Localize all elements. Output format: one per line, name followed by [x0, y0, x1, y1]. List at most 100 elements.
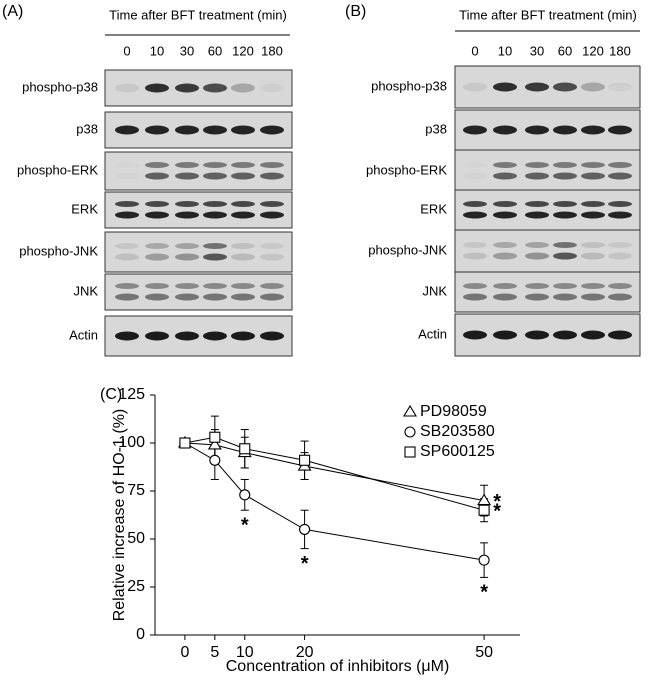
band	[231, 283, 255, 289]
row-label: Actin	[69, 327, 98, 342]
band	[463, 173, 487, 180]
band	[553, 82, 577, 92]
row-label: phospho-p38	[22, 79, 98, 94]
band	[145, 211, 169, 219]
band	[115, 331, 139, 341]
band	[175, 125, 199, 135]
band	[525, 201, 549, 207]
band	[463, 82, 487, 92]
band	[608, 283, 632, 289]
y-axis-label: Relative increase of HO-1 (%)	[111, 409, 128, 622]
significance-mark: *	[493, 500, 501, 522]
band	[203, 83, 227, 93]
band	[608, 211, 632, 219]
band	[525, 252, 549, 260]
band	[260, 201, 284, 207]
row-label: p38	[76, 121, 98, 136]
row-label: phospho-p38	[371, 78, 447, 93]
band	[145, 201, 169, 207]
band	[175, 162, 199, 168]
lane-label: 120	[232, 43, 254, 58]
band	[145, 125, 169, 135]
band	[203, 211, 227, 219]
legend-label: PD98059	[420, 403, 487, 420]
row-label: phospho-ERK	[366, 162, 447, 177]
band	[115, 243, 139, 249]
band	[463, 330, 487, 340]
band	[115, 125, 139, 135]
band	[115, 162, 139, 168]
marker	[478, 554, 490, 566]
band	[231, 125, 255, 135]
band	[260, 83, 284, 93]
band	[463, 201, 487, 207]
band	[581, 211, 605, 219]
band	[203, 253, 227, 261]
band	[608, 82, 632, 92]
x-tick-label: 50	[475, 644, 493, 661]
lane-label: 30	[530, 43, 544, 58]
lane-label: 120	[582, 43, 604, 58]
band	[525, 242, 549, 248]
lane-label: 0	[471, 43, 478, 58]
band	[493, 82, 517, 92]
band	[115, 253, 139, 261]
band	[553, 211, 577, 219]
band	[203, 201, 227, 207]
band	[525, 293, 549, 301]
marker	[299, 523, 311, 535]
band	[115, 293, 139, 301]
panel-header: Time after BFT treatment (min)	[109, 7, 287, 22]
legend-marker	[404, 426, 416, 438]
band	[260, 172, 284, 180]
significance-mark: *	[480, 582, 488, 604]
band	[581, 330, 605, 340]
band	[608, 125, 632, 135]
band	[553, 242, 577, 248]
row-label: JNK	[73, 283, 98, 298]
band	[145, 172, 169, 180]
band	[608, 201, 632, 207]
band	[203, 172, 227, 180]
legend-label: SP600125	[420, 443, 495, 460]
panel-label: (C)	[100, 386, 122, 403]
band	[581, 283, 605, 289]
band	[175, 243, 199, 249]
band	[463, 252, 487, 260]
row-label: ERK	[71, 201, 98, 216]
y-tick-label: 25	[127, 578, 145, 595]
band	[493, 125, 517, 135]
marker	[299, 454, 311, 466]
band	[608, 162, 632, 168]
band	[231, 83, 255, 93]
band	[553, 125, 577, 135]
band	[175, 331, 199, 341]
band	[175, 211, 199, 219]
band	[581, 252, 605, 260]
marker	[207, 437, 222, 450]
significance-mark: *	[493, 491, 501, 513]
x-axis-label: Concentration of inhibitors (μM)	[226, 658, 450, 675]
legend-marker	[404, 446, 416, 458]
band	[525, 172, 549, 180]
band	[463, 125, 487, 135]
band	[608, 242, 632, 248]
marker	[179, 437, 191, 449]
band	[175, 201, 199, 207]
band	[231, 211, 255, 219]
y-tick-label: 125	[118, 386, 145, 403]
x-tick-label: 10	[236, 644, 254, 661]
band	[493, 293, 517, 301]
blot-frame	[454, 149, 641, 193]
marker	[239, 443, 251, 455]
band	[231, 162, 255, 168]
band	[203, 293, 227, 301]
y-tick-label: 100	[118, 434, 145, 451]
band	[175, 172, 199, 180]
band	[581, 242, 605, 248]
band	[145, 293, 169, 301]
band	[525, 211, 549, 219]
lane-label: 60	[558, 43, 572, 58]
y-tick-label: 75	[127, 482, 145, 499]
band	[231, 172, 255, 180]
